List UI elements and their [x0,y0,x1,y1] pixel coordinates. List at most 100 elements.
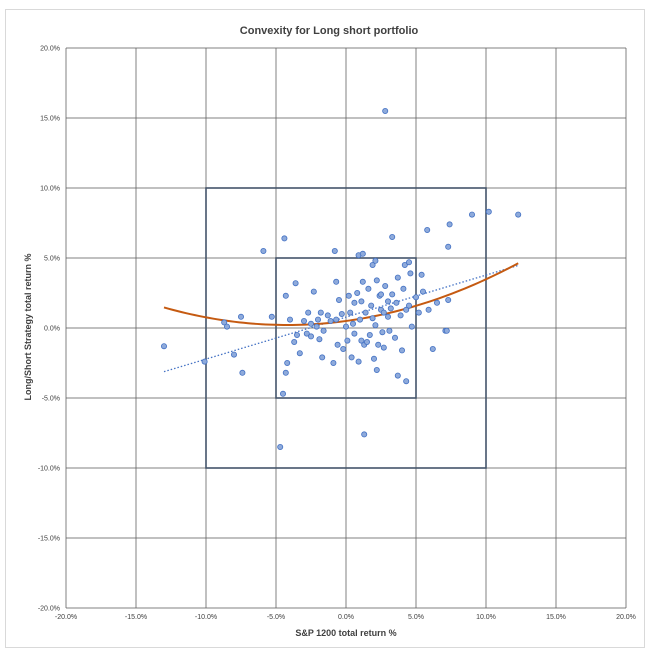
data-point [201,358,208,365]
data-point [324,312,331,319]
reference-boxes [205,187,487,469]
data-point [160,343,167,350]
data-point [429,345,436,352]
data-point [443,327,450,334]
data-point [284,359,291,366]
data-point [372,257,379,264]
data-point [292,280,299,287]
data-point [415,309,422,316]
data-point [362,309,369,316]
y-tick-labels: -20.0% -15.0% -10.0% -5.0% 0.0% 5.0% 10.0% 15.0… [38,46,60,613]
data-point [347,309,354,316]
data-point [389,291,396,298]
data-point [419,288,426,295]
x-tick-label: 15.0% [546,614,566,621]
data-point [313,323,320,330]
data-point [340,345,347,352]
data-point [373,277,380,284]
data-point [384,313,391,320]
data-point [468,211,475,218]
data-point [405,302,412,309]
data-point [317,309,324,316]
data-point [296,350,303,357]
data-point [361,431,368,438]
data-point [412,294,419,301]
data-point [359,250,366,257]
linear-trendline [163,264,519,373]
data-point [281,235,288,242]
data-point [394,372,401,379]
data-point [373,366,380,373]
data-point [424,226,431,233]
data-point [372,322,379,329]
x-tick-label: 20.0% [616,614,636,621]
outer-box [205,187,487,469]
data-point [260,247,267,254]
data-point [379,329,386,336]
data-point [369,315,376,322]
y-tick-label: 15.0% [40,116,60,123]
data-point [401,261,408,268]
data-point [230,351,237,358]
data-point [331,247,338,254]
x-tick-label: -15.0% [125,614,147,621]
data-point [351,299,358,306]
y-axis-title: Long/Short Strategy total return % [23,253,33,400]
data-point [277,443,284,450]
data-point [345,292,352,299]
data-point [330,359,337,366]
data-point [355,358,362,365]
data-point [515,211,522,218]
x-tick-label: 5.0% [408,614,424,621]
data-point [316,336,323,343]
data-point [391,334,398,341]
y-tick-label: 20.0% [40,46,60,53]
data-point [351,330,358,337]
data-point [397,312,404,319]
data-point [368,302,375,309]
data-point [333,278,340,285]
data-point [282,292,289,299]
data-point [418,271,425,278]
data-point [300,317,307,324]
x-tick-label: -5.0% [267,614,285,621]
data-point [375,341,382,348]
data-point [335,296,342,303]
data-point [389,233,396,240]
data-point [380,344,387,351]
data-point [380,309,387,316]
data-point [268,313,275,320]
data-point [305,309,312,316]
data-point [291,338,298,345]
x-tick-label: 0.0% [338,614,354,621]
data-point [384,298,391,305]
data-point [333,316,340,323]
data-point [314,316,321,323]
data-point [307,333,314,340]
data-point [387,305,394,312]
data-point [365,285,372,292]
data-point [344,337,351,344]
data-point [359,278,366,285]
x-axis-title: S&P 1200 total return % [295,628,396,638]
data-point [307,320,314,327]
data-point [286,316,293,323]
y-tick-label: 10.0% [40,186,60,193]
data-point [407,270,414,277]
data-point [403,378,410,385]
data-point [356,316,363,323]
data-point [400,285,407,292]
data-point [342,323,349,330]
data-point [237,313,244,320]
y-tick-label: 0.0% [44,326,60,333]
data-point [425,306,432,313]
data-point [358,337,365,344]
data-point [320,327,327,334]
data-point [349,320,356,327]
data-point [386,327,393,334]
data-point [303,330,310,337]
chart-title: Convexity for Long short portfolio [240,25,419,37]
data-point [282,369,289,376]
data-point [239,369,246,376]
